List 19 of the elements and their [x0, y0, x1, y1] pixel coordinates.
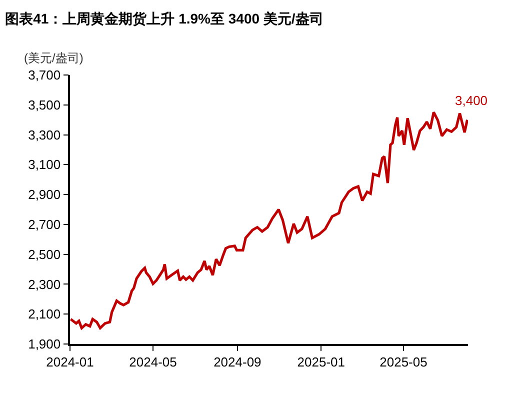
y-tick-label: 2,700: [28, 216, 61, 232]
x-tick-label: 2024-05: [129, 354, 177, 370]
y-axis-title: (美元/盎司): [24, 51, 84, 65]
chart-title: 图表41：上周黄金期货上升 1.9%至 3400 美元/盎司: [5, 10, 324, 27]
y-tick-label: 3,700: [28, 68, 61, 83]
y-tick-label: 2,500: [28, 246, 61, 262]
y-tick-label: 2,900: [28, 187, 61, 202]
line-series: [70, 110, 468, 330]
y-tick-label: 2,100: [28, 306, 61, 322]
y-tick-label: 3,500: [28, 97, 61, 112]
x-tick-label: 2024-09: [214, 354, 262, 370]
annotation: 3,400: [455, 93, 488, 108]
x-tick-label: 2024-01: [46, 354, 94, 370]
y-tick-label: 2,300: [28, 276, 61, 292]
x-tick-label: 2025-01: [297, 354, 346, 370]
y-tick-label: 3,100: [28, 157, 61, 172]
y-tick-label: 3,300: [28, 127, 61, 142]
x-tick-label: 2025-05: [380, 354, 428, 370]
y-tick-label: 1,900: [28, 336, 61, 352]
